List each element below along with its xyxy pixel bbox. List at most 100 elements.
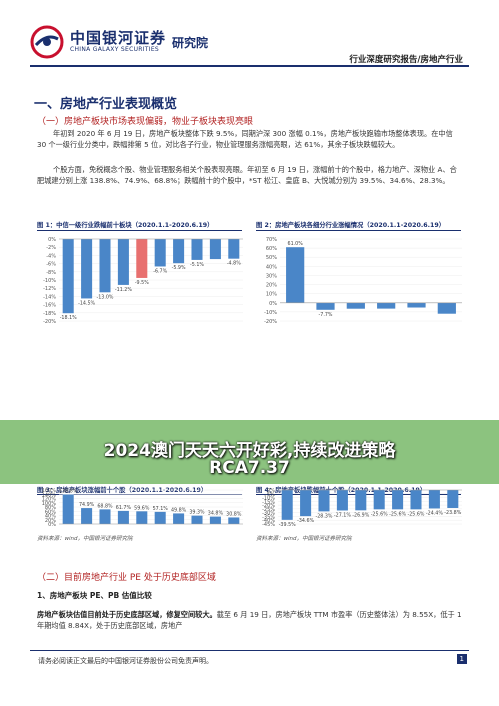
brand-logo: 中国银河证券 CHINA GALAXY SECURITIES 研究院 bbox=[30, 25, 208, 59]
chart-2: 70% 60% 50% 40% 30% 20% 10% 0% -10% -20% 61.0% -7.7… bbox=[264, 237, 462, 325]
figure-3-source: 资料来源：wind，中国银河证券研究院 bbox=[37, 536, 133, 542]
bar bbox=[209, 516, 221, 524]
bar-data-label: -24.4% bbox=[426, 510, 443, 516]
bar bbox=[81, 508, 93, 524]
bar-data-label: -25.6% bbox=[371, 511, 388, 517]
header-divider bbox=[30, 65, 469, 67]
bar bbox=[286, 247, 305, 303]
y-tick-label: -14% bbox=[43, 294, 56, 300]
bar bbox=[377, 302, 396, 309]
bar-data-label: -25.6% bbox=[389, 511, 406, 517]
y-tick-label: 20% bbox=[45, 518, 56, 524]
y-tick-label: 0% bbox=[269, 301, 277, 307]
y-tick-label: -18% bbox=[43, 311, 56, 317]
y-tick-label: -20% bbox=[43, 319, 56, 325]
y-tick-label: -25% bbox=[262, 507, 275, 513]
bar-data-label: -6.7% bbox=[153, 268, 167, 274]
figure-2-title: 图 2：房地产板块各细分行业涨幅情况（2020.1.1-2020.6.19） bbox=[256, 222, 446, 229]
chart-3: 160%140%120%100%80%60%40%20%0% 138.8% 74.9… bbox=[42, 488, 243, 528]
y-tick-label: -2% bbox=[46, 245, 56, 251]
page-number: 1 bbox=[456, 654, 467, 664]
y-tick-label: -15% bbox=[262, 499, 275, 505]
figure-4-source: 资料来源：wind，中国银河证券研究院 bbox=[256, 536, 352, 542]
footer-disclaimer: 请务必阅读正文最后的中国银河证券股份公司免责声明。 bbox=[38, 657, 213, 665]
y-tick-label: -20% bbox=[262, 503, 275, 509]
bar-data-label: -25.6% bbox=[408, 511, 425, 517]
y-tick-label: 0% bbox=[48, 237, 56, 243]
bar bbox=[410, 490, 422, 510]
bar-data-label: -7.7% bbox=[319, 312, 333, 318]
bar-data-label: 61.0% bbox=[288, 241, 304, 247]
bar bbox=[209, 239, 221, 260]
y-tick-label: 20% bbox=[266, 283, 277, 289]
bar bbox=[136, 511, 148, 524]
y-tick-label: 0% bbox=[48, 522, 56, 528]
y-tick-label: -16% bbox=[43, 303, 56, 309]
banner-line-2: RCA7.37 bbox=[209, 458, 290, 478]
y-tick-label: -20% bbox=[264, 319, 277, 325]
figure-1-title: 图 1：中信一级行业跌幅前十板块（2020.1.1-2020.6.19） bbox=[37, 222, 214, 229]
bar-data-label: -14.5% bbox=[78, 300, 95, 306]
subsection-title: （一）房地产板块市场表现偏弱，物业子板块表现亮眼 bbox=[37, 117, 254, 127]
bar-data-label: -18.1% bbox=[60, 315, 77, 321]
bar bbox=[300, 490, 312, 517]
paragraph-2: 个股方面，免税概念个股、物业管理服务相关个股表现亮眼。年初至 6 月 19 日，… bbox=[37, 165, 457, 185]
bar-data-label: 57.1% bbox=[153, 506, 169, 512]
bar-data-label: -26.9% bbox=[352, 512, 369, 518]
bar-data-label: -27.1% bbox=[334, 512, 351, 518]
bar bbox=[355, 490, 367, 511]
section-2-paragraph-rest: 截至 6 月 19 日，房地产板块 TTM 市盈率（历史整体法）为 8.55X，… bbox=[37, 610, 462, 630]
bar bbox=[99, 239, 111, 293]
bar bbox=[373, 490, 385, 510]
footer-divider bbox=[30, 650, 469, 651]
galaxy-logo-icon bbox=[30, 25, 64, 59]
y-tick-label: 100% bbox=[42, 501, 57, 507]
bar bbox=[154, 239, 166, 267]
y-tick-label: -6% bbox=[46, 262, 56, 268]
figure-1-rule bbox=[37, 230, 242, 231]
bar bbox=[228, 239, 240, 259]
bar-data-label: -39.5% bbox=[279, 522, 296, 528]
bar bbox=[117, 510, 129, 524]
bar bbox=[191, 239, 203, 260]
bar-data-label: -9.5% bbox=[135, 280, 149, 286]
section-2-paragraph-bold: 房地产板块估值目前处于历史底部区域，修复空间较大。 bbox=[37, 610, 217, 619]
y-tick-label: 30% bbox=[266, 273, 277, 279]
bar bbox=[117, 239, 129, 285]
y-tick-label: 80% bbox=[45, 505, 56, 511]
bar bbox=[191, 515, 203, 524]
figure-2-rule bbox=[256, 230, 461, 231]
banner-line-1: 2024澳门天天六开好彩,持续改进策略 bbox=[103, 441, 396, 461]
report-type: 行业深度研究报告/房地产行业 bbox=[349, 55, 463, 65]
brand-name-cn: 中国银河证券 bbox=[70, 28, 167, 47]
y-tick-label: -10% bbox=[264, 310, 277, 316]
bar bbox=[437, 302, 456, 314]
bar-data-label: 49.8% bbox=[171, 507, 187, 513]
bar bbox=[62, 239, 74, 314]
y-tick-label: 60% bbox=[45, 509, 56, 515]
bar bbox=[154, 511, 166, 524]
y-tick-label: 140% bbox=[42, 492, 57, 498]
y-tick-label: -12% bbox=[43, 286, 56, 292]
y-tick-label: 40% bbox=[266, 264, 277, 270]
overlay-banner bbox=[0, 420, 499, 484]
bar-data-label: 74.9% bbox=[79, 502, 95, 508]
bar-data-label: -4.8% bbox=[227, 261, 241, 267]
y-tick-label: -35% bbox=[262, 514, 275, 520]
y-tick-label: 40% bbox=[45, 514, 56, 520]
bar-data-label: 138.8% bbox=[59, 489, 78, 495]
bar-data-label: -11.2% bbox=[115, 287, 132, 293]
bar bbox=[81, 239, 93, 299]
paragraph-1: 年初到 2020 年 6 月 19 日，房地产板块整体下跌 9.5%，同期沪深 … bbox=[37, 129, 453, 149]
bar bbox=[228, 517, 240, 524]
y-tick-label: 70% bbox=[266, 237, 277, 243]
bar bbox=[99, 509, 111, 524]
bar-data-label: 61.7% bbox=[116, 505, 132, 511]
bar-data-label: -13.0% bbox=[97, 294, 114, 300]
bar bbox=[346, 302, 365, 309]
bar-data-label: -5.9% bbox=[172, 265, 186, 271]
y-tick-label: -4% bbox=[46, 253, 56, 259]
bar-data-label: 39.3% bbox=[189, 510, 205, 516]
bar bbox=[447, 490, 459, 508]
